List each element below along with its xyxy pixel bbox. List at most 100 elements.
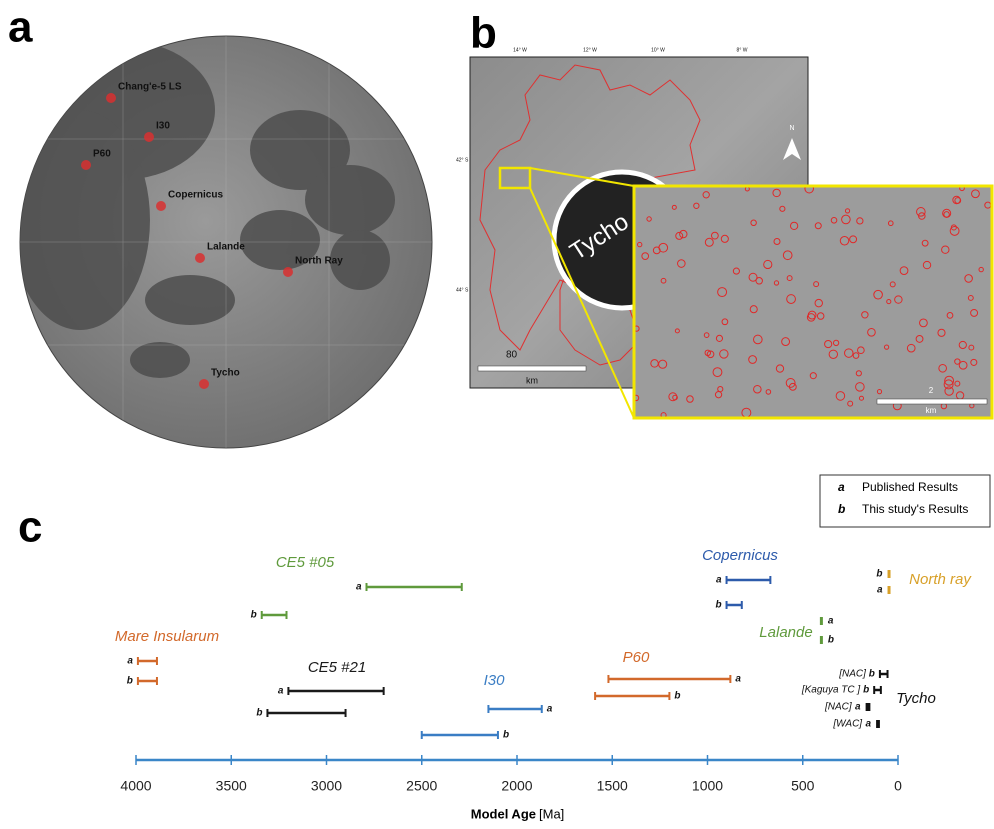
x-tick-label: 2500	[406, 778, 437, 794]
series-label: North ray	[909, 571, 972, 588]
series-label: Lalande	[759, 624, 812, 641]
panel-letter: c	[18, 503, 42, 552]
range-letter: a	[866, 719, 872, 730]
series-label: CE5 #21	[308, 659, 366, 676]
range-letter: b	[256, 708, 262, 719]
range-bar-body	[876, 720, 880, 728]
site-label: Chang'e-5 LS	[118, 82, 182, 93]
range-letter: a	[855, 702, 861, 713]
lon-label: 8° W	[737, 47, 748, 53]
figure: a Chang'e-5 LS I30 P60 Copernicus Lalande Nor…	[0, 0, 994, 829]
range-bar	[820, 617, 823, 625]
lon-label: 12° W	[583, 47, 597, 53]
range-bar	[820, 636, 823, 644]
north-label: N	[789, 125, 794, 132]
range-source: [NAC]	[838, 669, 866, 680]
range-letter: b	[251, 610, 257, 621]
inset-image	[634, 186, 992, 418]
range-letter: a	[716, 575, 722, 586]
scale-bar	[478, 366, 586, 371]
range-bar	[888, 570, 891, 578]
range-bar	[138, 677, 157, 685]
range-letter: b	[869, 669, 875, 680]
scale-value: 2	[929, 386, 934, 395]
lon-label: 14° W	[513, 47, 527, 53]
range-letter: a	[547, 704, 553, 715]
x-tick-label: 3500	[216, 778, 247, 794]
site-dot	[283, 267, 293, 277]
range-source: [WAC]	[832, 719, 862, 730]
site-label: Lalande	[207, 242, 245, 253]
range-bar	[488, 705, 541, 713]
range-letter: b	[715, 600, 721, 611]
site-label: I30	[156, 121, 170, 132]
range-bar	[288, 687, 383, 695]
range-letter: b	[127, 676, 133, 687]
scale-unit: km	[526, 375, 538, 385]
site-dot	[81, 160, 91, 170]
range-bar	[888, 586, 891, 594]
range-bar	[267, 709, 345, 717]
range-bar	[880, 670, 888, 678]
x-tick-label: 0	[894, 778, 902, 794]
range-letter: b	[674, 691, 680, 702]
range-source: [Kaguya TC ]	[801, 685, 861, 696]
site-label: North Ray	[295, 256, 343, 267]
scale-bar	[877, 399, 987, 404]
site-label: P60	[93, 149, 111, 160]
range-bar	[595, 692, 669, 700]
lat-label: 42° S	[456, 157, 469, 163]
x-axis-label: Model Age	[471, 806, 536, 821]
range-bar-body	[820, 636, 823, 644]
panel-letter: a	[8, 3, 33, 52]
x-axis-unit: [Ma]	[539, 806, 564, 821]
site-dot	[144, 132, 154, 142]
range-bar	[876, 720, 880, 728]
site-dot	[156, 201, 166, 211]
x-tick-label: 1500	[597, 778, 628, 794]
site-dot	[199, 379, 209, 389]
range-letter: b	[828, 635, 834, 646]
site-dot	[106, 93, 116, 103]
lon-label: 10° W	[651, 47, 665, 53]
range-bar	[367, 583, 462, 591]
panel-letter: b	[470, 9, 497, 58]
series-label: CE5 #05	[276, 554, 335, 571]
site-label: Copernicus	[168, 190, 223, 201]
range-bar	[262, 611, 287, 619]
x-tick-label: 3000	[311, 778, 342, 794]
legend-text: This study's Results	[862, 502, 968, 516]
x-tick-label: 1000	[692, 778, 723, 794]
series-label: Copernicus	[702, 547, 778, 564]
legend-letter: b	[838, 502, 845, 516]
x-tick-label: 2000	[501, 778, 532, 794]
scale-value: 80	[506, 350, 518, 361]
range-source: [NAC]	[824, 702, 852, 713]
site-dot	[195, 253, 205, 263]
range-letter: b	[503, 730, 509, 741]
legend-letter: a	[838, 480, 845, 494]
range-letter: a	[127, 656, 133, 667]
site-label: Tycho	[211, 368, 240, 379]
range-letter: a	[877, 585, 883, 596]
range-letter: a	[828, 616, 834, 627]
range-bar	[608, 675, 730, 683]
range-bar-body	[888, 586, 891, 594]
legend-text: Published Results	[862, 480, 958, 494]
range-letter: b	[876, 569, 882, 580]
series-label: Mare Insularum	[115, 628, 219, 645]
series-label: P60	[623, 649, 650, 666]
range-bar-body	[888, 570, 891, 578]
range-bar-body	[866, 703, 871, 711]
range-letter: a	[356, 582, 362, 593]
range-bar	[422, 731, 498, 739]
scale-unit: km	[926, 406, 937, 415]
range-bar	[727, 576, 771, 584]
range-bar	[727, 601, 742, 609]
x-tick-label: 4000	[120, 778, 151, 794]
series-label: Tycho	[896, 690, 936, 707]
range-letter: a	[735, 674, 741, 685]
lat-label: 44° S	[456, 287, 469, 293]
range-bar	[874, 686, 881, 694]
range-bar	[866, 703, 871, 711]
